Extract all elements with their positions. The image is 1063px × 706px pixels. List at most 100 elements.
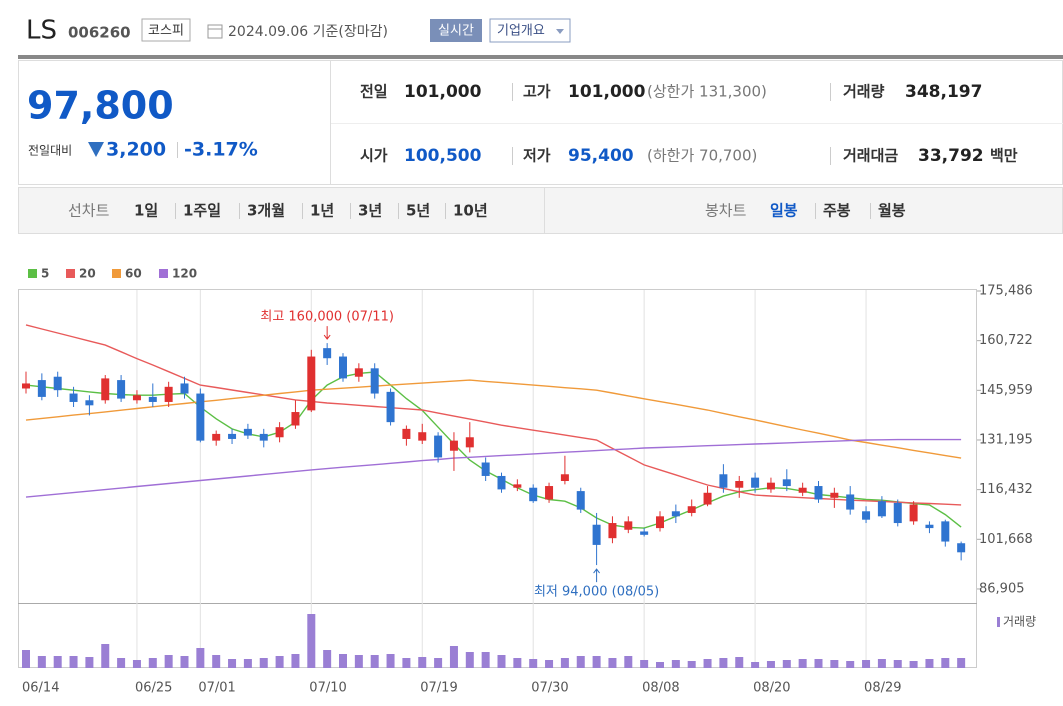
candle-body <box>323 348 332 359</box>
candle-body <box>957 543 966 553</box>
candle-body <box>798 487 807 493</box>
candle-body <box>465 437 474 448</box>
volume-bar <box>180 656 189 668</box>
quote-extra: (하한가 70,700) <box>647 147 757 165</box>
line-chart-label: 선차트 <box>68 202 110 220</box>
candle-period-button[interactable]: 주봉 <box>823 202 851 220</box>
volume-bar <box>529 659 538 668</box>
volume-bar <box>640 660 649 668</box>
candle-body <box>877 501 886 517</box>
candle-chart-label: 봉차트 <box>705 202 747 220</box>
x-tick-label: 07/01 <box>198 681 235 696</box>
volume-bar <box>766 661 775 668</box>
volume-bar <box>370 655 379 668</box>
candle-body <box>766 482 775 490</box>
quote-label: 거래량 <box>843 83 885 101</box>
period-button[interactable]: 3년 <box>358 202 382 220</box>
candle-body <box>418 432 427 441</box>
candle-body <box>386 391 395 423</box>
candle-body <box>576 491 585 510</box>
candle-body <box>941 521 950 542</box>
volume-bar <box>925 659 934 668</box>
period-button[interactable]: 1일 <box>134 202 158 220</box>
legend-swatch <box>112 269 121 278</box>
header-rule <box>18 55 1063 59</box>
period-button[interactable]: 1주일 <box>183 202 221 220</box>
realtime-label[interactable]: 실시간 <box>438 24 474 39</box>
low-arrow <box>593 568 600 583</box>
market-badge <box>141 18 191 42</box>
ma-line <box>25 438 962 498</box>
candle-body <box>434 435 443 458</box>
volume-bar <box>877 659 886 668</box>
overview-label[interactable]: 기업개요 <box>497 24 545 39</box>
calendar-icon <box>207 24 223 39</box>
quote-value: 348,197 <box>905 82 982 102</box>
date-label: 2024.09.06 기준(장마감) <box>228 24 388 40</box>
x-tick-label: 08/08 <box>642 681 679 696</box>
volume-bar <box>909 661 918 668</box>
volume-bar <box>782 660 791 668</box>
candle-body <box>228 433 237 439</box>
x-tick-label: 07/30 <box>531 681 568 696</box>
period-button[interactable]: 1년 <box>310 202 334 220</box>
candle-body <box>497 475 506 490</box>
volume-bar <box>69 656 78 668</box>
x-tick-label: 08/20 <box>753 681 790 696</box>
y-tick-label: 86,905 <box>979 581 1025 596</box>
legend-swatch <box>28 269 37 278</box>
volume-bar <box>846 661 855 668</box>
candle-body <box>608 523 617 539</box>
period-button[interactable]: 5년 <box>406 202 430 220</box>
candle-body <box>671 511 680 517</box>
candle-body <box>69 393 78 402</box>
volume-legend-swatch <box>997 617 1000 627</box>
volume-bar <box>957 658 966 668</box>
overview-button[interactable] <box>489 18 571 43</box>
legend-label: 120 <box>172 267 197 281</box>
candle-body <box>909 504 918 522</box>
volume-bar <box>481 652 490 668</box>
volume-bar <box>703 659 712 668</box>
market-label: 코스피 <box>148 24 184 39</box>
quote-unit: 백만 <box>990 147 1018 165</box>
candle-body <box>846 494 855 510</box>
candle-body <box>925 524 934 529</box>
volume-bar <box>117 658 126 668</box>
candle-body <box>687 506 696 513</box>
volume-bar <box>545 660 554 668</box>
candle-body <box>291 412 300 426</box>
volume-bar <box>53 656 62 668</box>
candle-body <box>148 396 157 402</box>
volume-bar <box>354 655 363 668</box>
y-tick-label: 116,432 <box>979 482 1033 497</box>
candle-body <box>275 427 284 438</box>
high-annotation: 최고 160,000 (07/11) <box>260 310 394 325</box>
period-button[interactable]: 3개월 <box>247 202 285 220</box>
candle-period-button[interactable]: 일봉 <box>770 202 798 220</box>
y-tick-label: 131,195 <box>979 432 1033 447</box>
candle-body <box>782 479 791 487</box>
realtime-button[interactable] <box>430 19 482 42</box>
candle-body <box>735 480 744 488</box>
quote-label: 거래대금 <box>843 147 898 165</box>
volume-bar <box>830 660 839 668</box>
candle-body <box>402 428 411 439</box>
volume-bar <box>814 659 823 668</box>
volume-bar <box>164 655 173 668</box>
volume-bar <box>560 658 569 668</box>
volume-bar <box>37 656 46 668</box>
x-tick-label: 07/19 <box>420 681 457 696</box>
volume-bar <box>228 659 237 668</box>
x-tick-label: 08/29 <box>864 681 901 696</box>
candle-body <box>85 400 94 406</box>
candle-period-button[interactable]: 월봉 <box>878 202 906 220</box>
candle-body <box>830 492 839 498</box>
change-pct: -3.17% <box>184 139 258 161</box>
period-button[interactable]: 10년 <box>453 202 488 220</box>
volume-bar <box>893 660 902 668</box>
quote-label: 저가 <box>523 147 551 165</box>
candle-body <box>513 484 522 488</box>
y-tick-label: 145,959 <box>979 383 1033 398</box>
x-tick-label: 06/25 <box>135 681 172 696</box>
